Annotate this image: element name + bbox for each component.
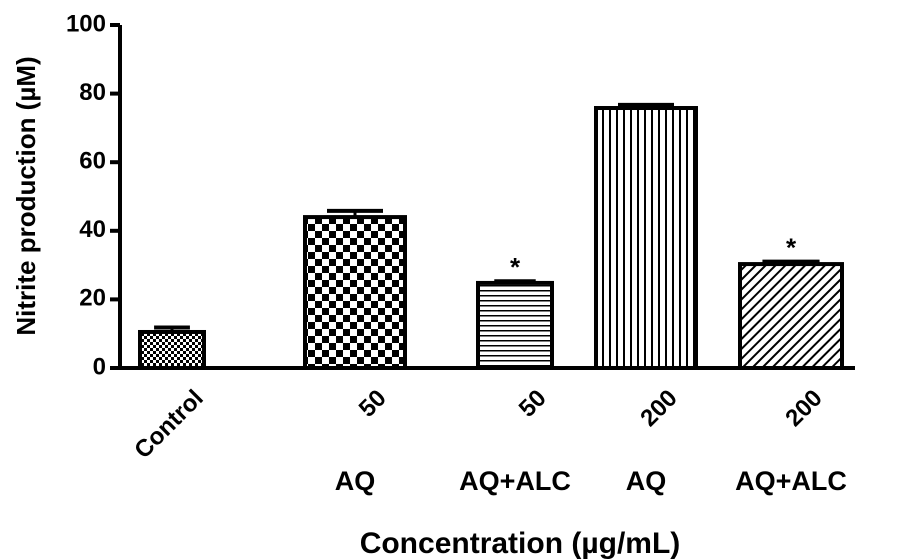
x-tick-label: 200 (635, 385, 682, 432)
y-tick-label: 20 (79, 285, 106, 312)
y-axis-title: Nitrite production (µM) (11, 56, 41, 335)
group-label: AQ (335, 466, 376, 496)
bar (738, 262, 844, 371)
bar (303, 215, 407, 370)
significance-mark: * (786, 233, 797, 263)
group-label: AQ+ALC (459, 466, 571, 496)
y-tick-label: 60 (79, 148, 106, 175)
x-tick-label: Control (129, 385, 208, 464)
y-tick-label: 100 (66, 10, 106, 37)
y-tick-label: 0 (93, 353, 106, 380)
y-tick-label: 80 (79, 79, 106, 106)
x-tick-label: 50 (514, 385, 552, 423)
y-tick-label: 40 (79, 216, 106, 243)
bar (476, 280, 554, 371)
x-tick-label: 200 (780, 385, 827, 432)
x-axis-title: Concentration (µg/mL) (360, 527, 681, 560)
group-label: AQ (626, 466, 667, 496)
group-label: AQ+ALC (735, 466, 847, 496)
significance-mark: * (510, 252, 521, 282)
bar (138, 329, 206, 370)
bar (594, 106, 698, 370)
x-tick-label: 50 (354, 385, 392, 423)
